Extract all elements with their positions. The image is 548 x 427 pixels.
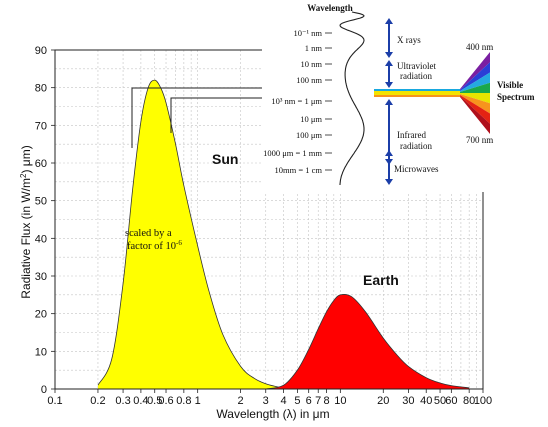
x-tick-label: 0.8 — [176, 395, 191, 407]
band-label: Microwaves — [394, 164, 439, 174]
uv-arrow-head-top — [385, 60, 393, 66]
earth-area — [265, 294, 470, 389]
scale-label: 10 μm — [300, 114, 322, 124]
infrared-arrow-head-top — [385, 99, 393, 105]
inset-title: Wavelength — [307, 3, 353, 13]
scale-label: 10³ nm = 1 μm — [271, 96, 322, 106]
spectrum-band — [460, 72, 490, 92]
band-labels: X raysUltravioletradiationInfraredradiat… — [394, 35, 439, 174]
x-tick-label: 50 — [434, 395, 446, 407]
y-tick-label: 30 — [35, 271, 47, 283]
band-label: Ultraviolet — [397, 61, 436, 71]
microwave-arrow-head-bottom — [385, 179, 393, 185]
x-axis-label: Wavelength (λ) in μm — [216, 407, 329, 421]
y-tick-label: 10 — [35, 346, 47, 358]
y-tick-label: 80 — [35, 83, 47, 95]
band-label: Infrared — [397, 130, 426, 140]
visible-bottom-label: 700 nm — [466, 135, 493, 145]
scale-note-line1: scaled by a — [125, 228, 172, 239]
scale-label: 100 nm — [296, 75, 322, 85]
microwave-arrow-head-top — [385, 150, 393, 156]
x-tick-label: 7 — [315, 395, 321, 407]
wavelength-scale: 10⁻¹ nm 1 nm 10 nm 100 nm 10³ nm = 1 μm 10 μm… — [263, 28, 332, 175]
spectrum-beam — [374, 89, 460, 97]
band-label: radiation — [400, 141, 432, 151]
y-axis-label: Radiative Flux (in W/m2) μm) — [19, 145, 33, 298]
wave-icon — [339, 11, 365, 185]
spectrum-band — [460, 52, 490, 90]
scale-label: 1 nm — [305, 43, 323, 53]
y-tick-label: 60 — [35, 158, 47, 170]
scale-label: 100 μm — [296, 130, 322, 140]
x-tick-label: 100 — [474, 395, 492, 407]
band-label: X rays — [397, 35, 421, 45]
tick-labels: 0.1 0.2 0.3 0.40.50.6 0.8 1 2 3 4 5 6 7 8 10 20 30 40 50 6… — [35, 45, 492, 407]
visible-label-line2: Spectrum — [497, 92, 535, 102]
x-tick-label: 0.5 — [147, 395, 162, 407]
x-tick-label: 0.6 — [158, 395, 173, 407]
y-tick-label: 20 — [35, 309, 47, 321]
scale-label: 10 nm — [301, 59, 323, 69]
x-tick-label: 80 — [463, 395, 475, 407]
x-tick-label: 10 — [334, 395, 346, 407]
x-tick-label: 40 — [420, 395, 432, 407]
sun-label: Sun — [212, 151, 238, 167]
x-tick-label: 0.2 — [90, 395, 105, 407]
x-tick-label: 30 — [402, 395, 414, 407]
y-tick-label: 50 — [35, 196, 47, 208]
spectrum-band — [460, 95, 490, 124]
x-tick-label: 3 — [263, 395, 269, 407]
x-tick-label: 0.4 — [133, 395, 148, 407]
x-tick-label: 0.3 — [115, 395, 130, 407]
x-tick-label: 5 — [294, 395, 300, 407]
sun-curve — [97, 79, 284, 389]
scale-note-line2: factor of 10-6 — [127, 239, 182, 252]
visible-label-line1: Visible — [497, 80, 523, 90]
spectrum-band — [460, 62, 490, 91]
xray-arrow-head-top — [385, 18, 393, 24]
scale-label: 1000 μm = 1 mm — [263, 148, 322, 158]
y-tick-label: 70 — [35, 120, 47, 132]
electromagnetic-spectrum-inset: Wavelength 10⁻¹ nm 1 nm 10 nm 100 nm 10³ nm … — [262, 2, 546, 192]
visible-spectrum-fan — [374, 52, 490, 134]
scale-label: 10⁻¹ nm — [293, 28, 322, 38]
xray-arrow-head-bottom — [385, 52, 393, 58]
spectrum-beam-bottom — [374, 95, 460, 97]
uv-arrow-head-bottom — [385, 82, 393, 88]
curves — [97, 79, 470, 390]
x-tick-label: 4 — [280, 395, 286, 407]
x-tick-label: 60 — [445, 395, 457, 407]
spectrum-band — [460, 94, 490, 114]
y-tick-label: 0 — [41, 384, 47, 396]
x-tick-label: 6 — [306, 395, 312, 407]
scale-label: 10mm = 1 cm — [274, 165, 322, 175]
spectrum-band — [460, 82, 490, 93]
x-tick-label: 20 — [377, 395, 389, 407]
spectrum-band — [460, 96, 490, 134]
earth-curve — [265, 294, 470, 390]
spectrum-beam-top — [374, 89, 460, 91]
band-arrows — [385, 18, 393, 185]
sun-area — [97, 80, 284, 389]
x-tick-label: 1 — [195, 395, 201, 407]
visible-top-label: 400 nm — [466, 42, 493, 52]
y-tick-label: 40 — [35, 233, 47, 245]
x-tick-label: 0.1 — [47, 395, 62, 407]
x-tick-label: 8 — [323, 395, 329, 407]
earth-label: Earth — [363, 272, 399, 288]
x-tick-label: 2 — [238, 395, 244, 407]
band-label: radiation — [400, 71, 432, 81]
spectrum-band — [460, 93, 490, 104]
y-tick-label: 90 — [35, 45, 47, 57]
